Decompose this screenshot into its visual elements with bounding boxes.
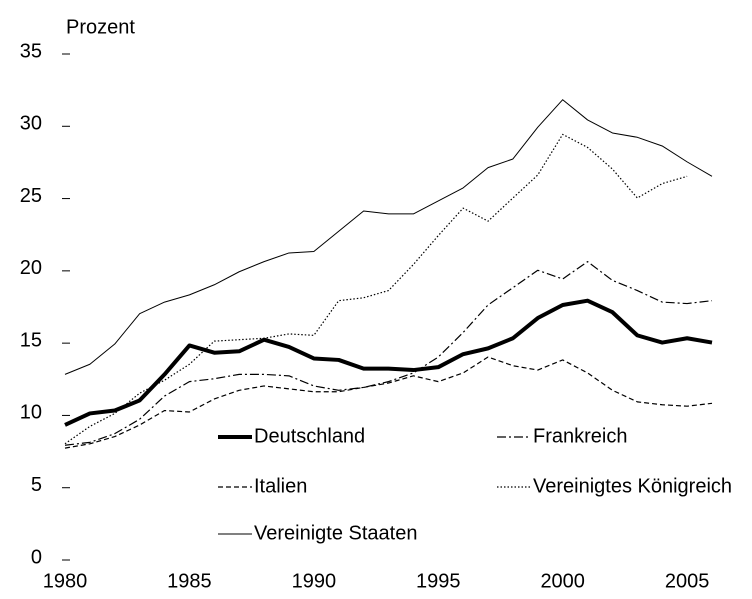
x-tick-label: 1985	[167, 570, 212, 592]
x-tick-label: 1980	[43, 570, 88, 592]
legend-label: Frankreich	[533, 425, 627, 447]
y-tick-label: 35	[20, 40, 42, 62]
legend-label: Vereinigtes Königreich	[533, 475, 732, 497]
series-line	[64, 261, 713, 446]
x-tick-label: 2000	[540, 570, 585, 592]
y-tick-label: 10	[20, 402, 42, 424]
y-tick-label: 30	[20, 113, 42, 135]
x-tick-label: 2005	[665, 570, 710, 592]
y-tick-label: 15	[20, 329, 42, 351]
y-tick-label: 5	[31, 474, 42, 496]
series-line	[64, 133, 688, 445]
series-line	[64, 298, 713, 427]
legend-label: Vereinigte Staaten	[254, 522, 417, 544]
series-line	[64, 99, 713, 375]
y-axis-label: Prozent	[66, 16, 135, 38]
legend-label: Deutschland	[254, 425, 365, 447]
x-tick-label: 1995	[416, 570, 461, 592]
x-tick-label: 1990	[292, 570, 337, 592]
series-line	[64, 356, 713, 449]
y-tick-label: 20	[20, 257, 42, 279]
y-tick-label: 0	[31, 546, 42, 568]
legend-label: Italien	[254, 475, 307, 497]
y-tick-label: 25	[20, 185, 42, 207]
